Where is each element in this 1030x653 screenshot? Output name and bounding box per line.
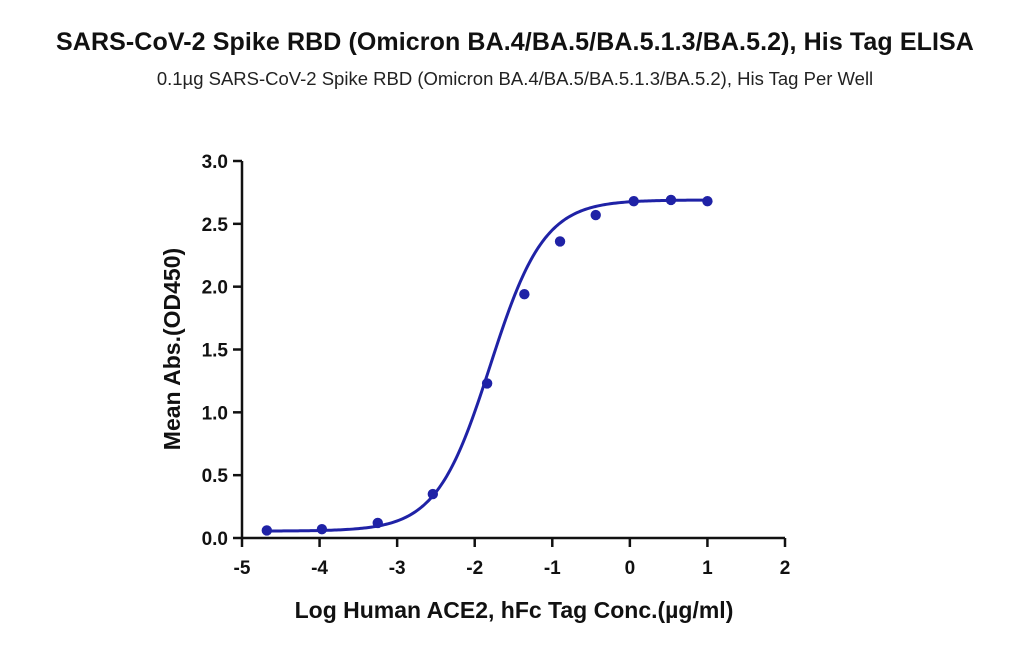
data-points [261,194,713,536]
y-tick-label: 2.5 [202,215,229,236]
data-point [481,378,493,389]
data-point [665,194,677,206]
y-tick-label: 0.0 [202,529,228,550]
data-point [702,196,713,207]
x-tick-label: -5 [234,558,251,579]
data-point [590,209,601,221]
data-point [261,525,273,536]
x-tick-label: -3 [389,558,406,579]
data-point [554,236,566,247]
data-point [519,289,530,300]
chart-subtitle: 0.1µg SARS-CoV-2 Spike RBD (Omicron BA.4… [156,68,874,89]
y-axis-title: Mean Abs.(OD450) [159,248,185,450]
fit-curve [266,198,708,533]
x-tick-label: -4 [311,558,328,579]
data-point [372,517,383,529]
data-point [316,524,328,535]
y-tick-label: 2.0 [202,278,228,299]
x-tick-label: 2 [780,558,791,579]
data-point [427,488,439,500]
x-axis-title: Log Human ACE2, hFc Tag Conc.(µg/ml) [295,597,734,623]
x-tick-label: -1 [544,558,561,579]
y-tick-label: 1.5 [202,341,229,362]
x-tick-label: 1 [702,558,713,579]
y-tick-label: 3.0 [202,152,228,173]
x-tick-label: 0 [625,558,636,579]
axes: 0.0 0.5 1.0 1.5 2.0 2.5 3.0 -5 -4 -3 -2 -1 0 1 2 [202,152,791,579]
chart-title: SARS-CoV-2 Spike RBD (Omicron BA.4/BA.5/… [56,28,974,56]
data-point [628,196,639,207]
x-tick-label: -2 [466,558,483,579]
y-tick-label: 0.5 [202,466,229,487]
y-tick-label: 1.0 [202,403,228,424]
